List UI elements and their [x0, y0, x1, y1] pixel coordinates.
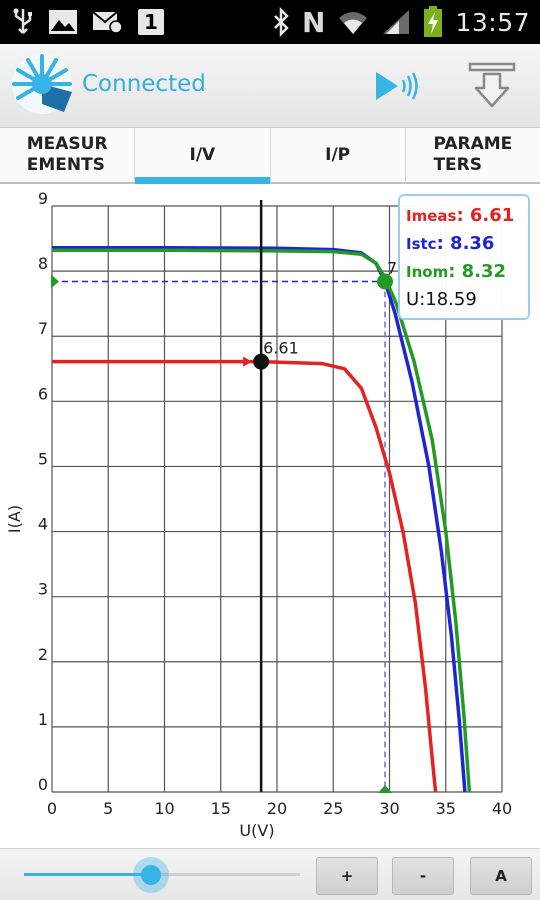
- y-tick-label: 8: [38, 254, 48, 273]
- notification-one-icon: 1: [138, 9, 164, 35]
- x-tick-label: 25: [323, 799, 343, 818]
- legend-sep: :: [448, 261, 462, 282]
- y-tick-label: 2: [38, 645, 48, 664]
- slider-track: [24, 873, 300, 876]
- legend-name: U: [406, 289, 420, 310]
- auto-button[interactable]: A: [470, 857, 532, 895]
- plus-button[interactable]: +: [316, 857, 378, 895]
- network-n-icon: N: [302, 5, 326, 39]
- tab-parameters-label: PARAME TERS: [433, 134, 513, 175]
- tab-parameters[interactable]: PARAME TERS: [406, 128, 540, 182]
- slider-track-fill: [24, 873, 151, 876]
- legend-row-imeas: Imeas: 6.61: [406, 202, 528, 230]
- legend-value: 8.32: [461, 261, 507, 282]
- y-tick-label: 3: [38, 580, 48, 599]
- usb-icon: [12, 7, 34, 37]
- x-tick-label: 15: [211, 799, 231, 818]
- legend-row-inom: Inom: 8.32: [406, 258, 528, 286]
- legend-box: Imeas: 6.61 Istc: 8.36 Inom: 8.32 U:18.5…: [398, 194, 530, 320]
- tab-measurements-label: MEASUR EMENTS: [26, 134, 108, 175]
- x-tick-label: 30: [379, 799, 399, 818]
- x-tick-label: 5: [103, 799, 113, 818]
- tab-iv[interactable]: I/V: [135, 128, 271, 184]
- email-sync-icon: [92, 9, 124, 35]
- y-tick-label: 5: [38, 449, 48, 468]
- legend-value: 8.36: [450, 233, 495, 254]
- wifi-icon: [337, 8, 369, 36]
- minus-button[interactable]: -: [392, 857, 454, 895]
- series-line-inom: [52, 248, 472, 793]
- app-logo-icon[interactable]: [10, 52, 74, 116]
- legend-name: Imeas: [406, 207, 457, 225]
- legend-name: Istc: [406, 235, 437, 253]
- marker-inom: [377, 273, 393, 290]
- battery-charging-icon: [423, 6, 443, 38]
- tab-measurements[interactable]: MEASUR EMENTS: [0, 128, 136, 182]
- export-down-icon: [466, 62, 518, 116]
- y-tick-label: 7: [38, 319, 48, 338]
- x-tick-label: 20: [267, 799, 287, 818]
- play-sound-icon: [372, 72, 422, 110]
- legend-row-istc: Istc: 8.36: [406, 230, 528, 258]
- legend-sep: :: [436, 233, 451, 254]
- x-tick-label: 35: [436, 799, 456, 818]
- legend-row-u: U:18.59: [406, 286, 528, 314]
- y-tick-label: 4: [38, 515, 48, 534]
- mpp-current-arrow: [51, 274, 59, 289]
- legend-sep: :: [456, 205, 470, 226]
- tab-ip-label: I/P: [325, 144, 351, 165]
- x-tick-label: 0: [47, 799, 57, 818]
- legend-name: Inom: [406, 263, 449, 281]
- status-bar-left: 1: [12, 6, 164, 38]
- imeas-arrow: [243, 356, 253, 367]
- status-bar-right: N 13:57: [272, 5, 530, 39]
- y-tick-label: 1: [38, 710, 48, 729]
- slider-thumb[interactable]: [140, 865, 161, 885]
- mpp-voltage-arrow: [378, 785, 392, 793]
- tab-iv-label: I/V: [189, 144, 216, 165]
- legend-value: 18.59: [425, 289, 477, 310]
- bluetooth-icon: [272, 7, 290, 37]
- legend-sep: :: [419, 289, 426, 310]
- clock-time: 13:57: [455, 7, 530, 37]
- cursor-value-label: 6.61: [263, 339, 299, 358]
- y-tick-label: 6: [38, 384, 48, 403]
- x-tick-label: 40: [492, 799, 512, 818]
- x-tick-label: 10: [154, 799, 174, 818]
- y-tick-label: 9: [38, 189, 48, 208]
- control-bar: + - A: [0, 848, 540, 900]
- iv-chart[interactable]: 0 5 10 15 20 25 30 35 40 0 1 2 3 4 5 6 7 8 9 U(V) I(A) 7 6.61: [0, 186, 540, 848]
- tab-bar: MEASUR EMENTS I/V I/P PARAME TERS: [0, 128, 540, 184]
- cursor-slider[interactable]: [24, 857, 300, 893]
- signal-icon: [381, 8, 411, 36]
- legend-value: 6.61: [469, 205, 515, 226]
- export-button[interactable]: [466, 60, 518, 112]
- marker-imeas: [253, 353, 270, 370]
- y-axis-label: I(A): [5, 505, 24, 533]
- status-bar: 1 N 13:57: [0, 0, 540, 44]
- series-line-istc: [52, 245, 467, 793]
- connection-status-label: Connected: [82, 71, 206, 97]
- x-axis-label: U(V): [239, 821, 274, 840]
- iv-chart-area[interactable]: 0 5 10 15 20 25 30 35 40 0 1 2 3 4 5 6 7 8 9 U(V) I(A) 7 6.61 …: [0, 186, 540, 848]
- play-sound-button[interactable]: [372, 66, 422, 106]
- action-bar: Connected: [0, 44, 540, 128]
- mpp-marker-label: 7: [387, 259, 397, 278]
- y-tick-label: 0: [38, 775, 48, 794]
- tab-ip[interactable]: I/P: [271, 128, 406, 182]
- image-icon: [48, 9, 78, 35]
